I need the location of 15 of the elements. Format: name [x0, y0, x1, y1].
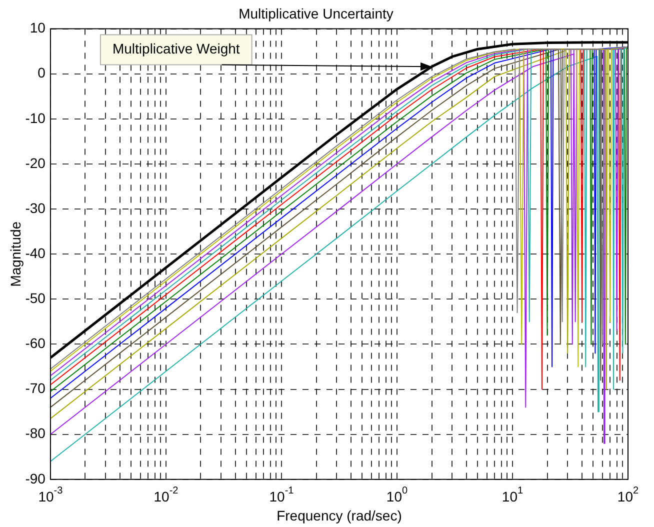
y-tick-label: -40 — [25, 244, 46, 261]
annotation: Multiplicative Weight — [112, 40, 240, 57]
y-tick-label: -60 — [25, 335, 46, 352]
y-tick-label: -10 — [25, 110, 46, 126]
x-axis-title: Frequency (rad/sec) — [276, 507, 402, 524]
y-tick-label: 10 — [30, 20, 46, 36]
y-tick-label: -30 — [25, 200, 46, 216]
y-axis-title: Magnitude — [7, 221, 24, 287]
chart-title: Multiplicative Uncertainty — [238, 5, 394, 22]
y-tick-label: -50 — [25, 290, 46, 306]
y-tick-label: 0 — [38, 64, 46, 81]
y-tick-label: -80 — [25, 425, 46, 442]
y-tick-label: -90 — [25, 470, 46, 486]
y-tick-label: -20 — [25, 154, 46, 171]
y-tick-label: -70 — [25, 380, 46, 396]
